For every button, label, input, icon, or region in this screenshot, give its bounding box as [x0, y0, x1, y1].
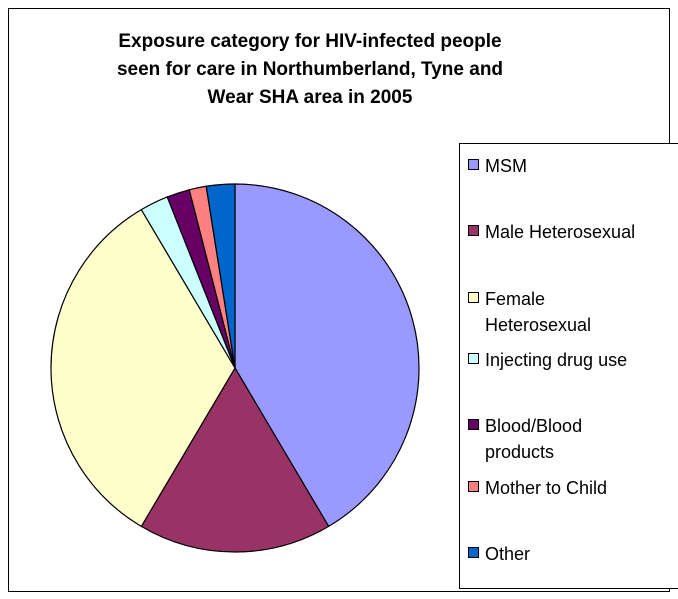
legend-item-blood-products: Blood/Blood products	[468, 413, 678, 465]
legend-label-blood-products-line-1: Blood/Blood	[485, 416, 583, 436]
chart-title: Exposure category for HIV-infected peopl…	[60, 28, 560, 112]
legend-label-other: Other	[485, 544, 531, 564]
pie-slice-male-heterosexual	[140, 366, 330, 553]
legend-swatch-male-heterosexual	[468, 225, 479, 236]
chart-title-line-2: seen for care in Northumberland, Tyne an…	[116, 59, 504, 80]
legend-swatch-mother-to-child	[468, 481, 479, 492]
legend-item-male-heterosexual: Male Heterosexual	[468, 219, 678, 245]
legend-item-mother-to-child: Mother to Child	[468, 475, 678, 501]
legend-label-female-heterosexual-line-2: Heterosexual	[485, 315, 592, 335]
legend-swatch-other	[468, 547, 479, 558]
legend-item-injecting-drug-use: Injecting drug use	[468, 347, 678, 373]
legend-label-male-heterosexual: Male Heterosexual	[485, 222, 636, 242]
legend-label-msm: MSM	[485, 156, 527, 176]
legend-label-female-heterosexual: Female Heterosexual	[485, 286, 678, 338]
legend-item-msm: MSM	[468, 153, 678, 179]
legend-item-female-heterosexual: Female Heterosexual	[468, 286, 678, 338]
legend-label-mother-to-child: Mother to Child	[485, 478, 608, 498]
chart-title-line-1: Exposure category for HIV-infected peopl…	[118, 31, 502, 52]
legend-swatch-msm	[468, 159, 479, 170]
legend-item-other: Other	[468, 541, 678, 567]
legend-label-blood-products-line-2: products	[485, 442, 555, 462]
legend-swatch-female-heterosexual	[468, 292, 479, 303]
legend-label-blood-products: Blood/Blood products	[485, 413, 678, 465]
pie-slice-other	[205, 183, 236, 369]
legend-label-female-heterosexual-line-1: Female	[485, 289, 546, 309]
legend-label-injecting-drug-use: Injecting drug use	[485, 350, 628, 370]
legend-swatch-blood-products	[468, 419, 479, 430]
pie-slice-female-heterosexual	[50, 208, 236, 528]
pie-slice-msm	[234, 183, 420, 528]
legend-swatch-injecting-drug-use	[468, 353, 479, 364]
chart-title-line-3: Wear SHA area in 2005	[207, 87, 413, 108]
legend: MSM Male Heterosexual Female Heterosexua…	[459, 143, 678, 589]
